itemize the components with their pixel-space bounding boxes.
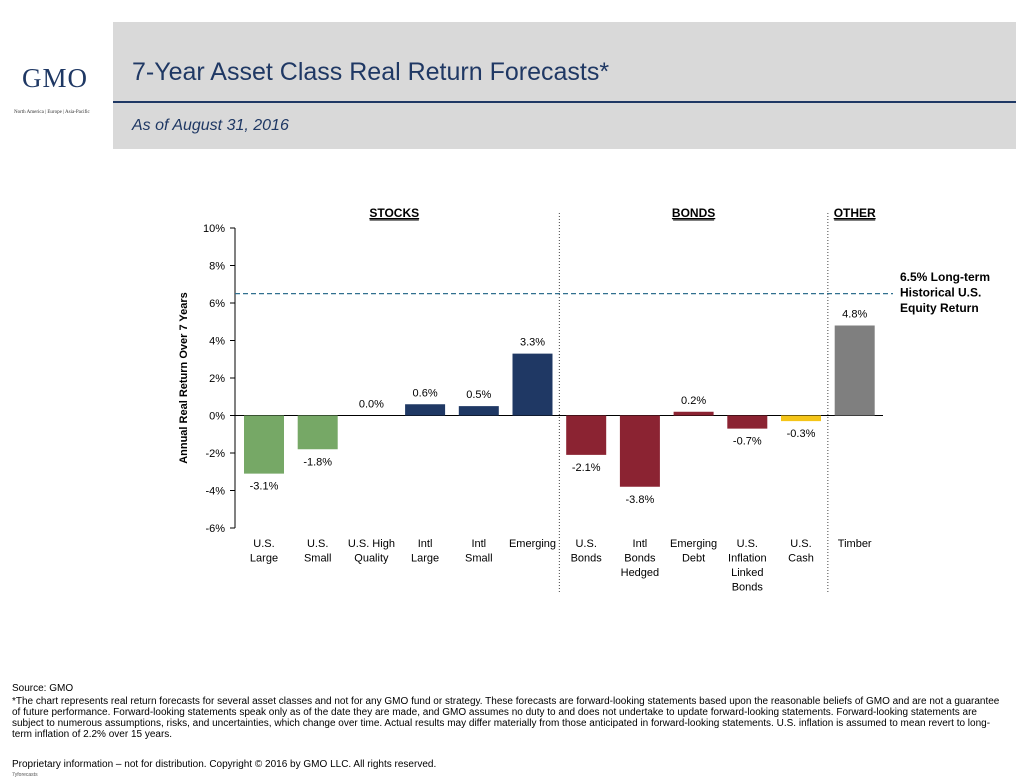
bar [512, 353, 553, 416]
category-label: Timber [838, 538, 872, 550]
y-tick-label: -4% [205, 486, 225, 498]
bar [458, 406, 499, 416]
category-label: U.S. [790, 538, 811, 550]
category-label: Debt [682, 553, 705, 565]
data-label: -0.3% [787, 428, 816, 440]
disclaimer-note: *The chart represents real return foreca… [12, 696, 1000, 740]
logo-regions: North America | Europe | Asia-Pacific [14, 110, 90, 115]
group-header: STOCKS [369, 206, 419, 220]
category-label: Bonds [732, 582, 764, 594]
y-tick-label: 2% [209, 373, 225, 385]
data-label: 4.8% [842, 309, 867, 321]
reference-line-label: Equity Return [900, 301, 979, 315]
data-label: 0.2% [681, 395, 706, 407]
gmo-logo: GMO [22, 63, 89, 93]
bar [244, 415, 284, 474]
source-note: Source: GMO [12, 683, 74, 694]
copyright-note: Proprietary information – not for distri… [12, 759, 437, 770]
category-label: Bonds [624, 553, 656, 565]
page-subtitle: As of August 31, 2016 [132, 117, 289, 134]
y-tick-label: -2% [205, 448, 225, 460]
category-label: Intl [471, 538, 486, 550]
data-label: 0.0% [359, 399, 384, 411]
category-label: Cash [788, 553, 814, 565]
category-label: U.S. High [348, 538, 395, 550]
group-header: BONDS [672, 206, 715, 220]
category-label: Quality [354, 553, 389, 565]
bar [566, 415, 607, 455]
data-label: -3.8% [626, 494, 655, 506]
category-label: Emerging [670, 538, 717, 550]
data-label: -2.1% [572, 462, 601, 474]
reference-line-label: 6.5% Long-term [900, 270, 990, 284]
category-label: Bonds [571, 553, 603, 565]
category-label: U.S. [575, 538, 596, 550]
category-label: Small [304, 553, 332, 565]
y-axis-title: Annual Real Return Over 7 Years [178, 292, 190, 464]
category-label: Intl [418, 538, 433, 550]
data-label: 0.5% [466, 389, 491, 401]
category-label: Large [250, 553, 278, 565]
category-label: Small [465, 553, 493, 565]
y-tick-label: 6% [209, 298, 225, 310]
category-label: Linked [731, 567, 763, 579]
data-label: 0.6% [413, 387, 438, 399]
data-label: -0.7% [733, 436, 762, 448]
group-header: OTHER [834, 206, 876, 220]
page-title: 7-Year Asset Class Real Return Forecasts… [132, 58, 610, 86]
category-label: Large [411, 553, 439, 565]
y-tick-label: 4% [209, 336, 225, 348]
bar [405, 404, 446, 416]
logo-area: GMO North America | Europe | Asia-Pacifi… [0, 22, 113, 148]
bar [673, 411, 714, 416]
bar [619, 415, 660, 487]
data-label: 3.3% [520, 337, 545, 349]
data-label: -1.8% [303, 456, 332, 468]
bar [727, 415, 768, 429]
header-band [113, 22, 1016, 149]
y-tick-label: 0% [209, 411, 225, 423]
category-label: Emerging [509, 538, 556, 550]
y-tick-label: -6% [205, 523, 225, 535]
category-label: U.S. [737, 538, 758, 550]
category-label: U.S. [253, 538, 274, 550]
category-label: U.S. [307, 538, 328, 550]
bar [297, 415, 338, 450]
category-label: Inflation [728, 553, 767, 565]
data-label: -3.1% [250, 481, 279, 493]
y-tick-label: 8% [209, 261, 225, 273]
file-tag: 7yforecasts [12, 772, 38, 778]
bar [781, 415, 821, 422]
category-label: Hedged [621, 567, 660, 579]
bar [834, 325, 875, 416]
y-tick-label: 10% [203, 223, 225, 235]
header-divider [113, 101, 1016, 103]
category-label: Intl [633, 538, 648, 550]
reference-line-label: Historical U.S. [900, 286, 981, 300]
